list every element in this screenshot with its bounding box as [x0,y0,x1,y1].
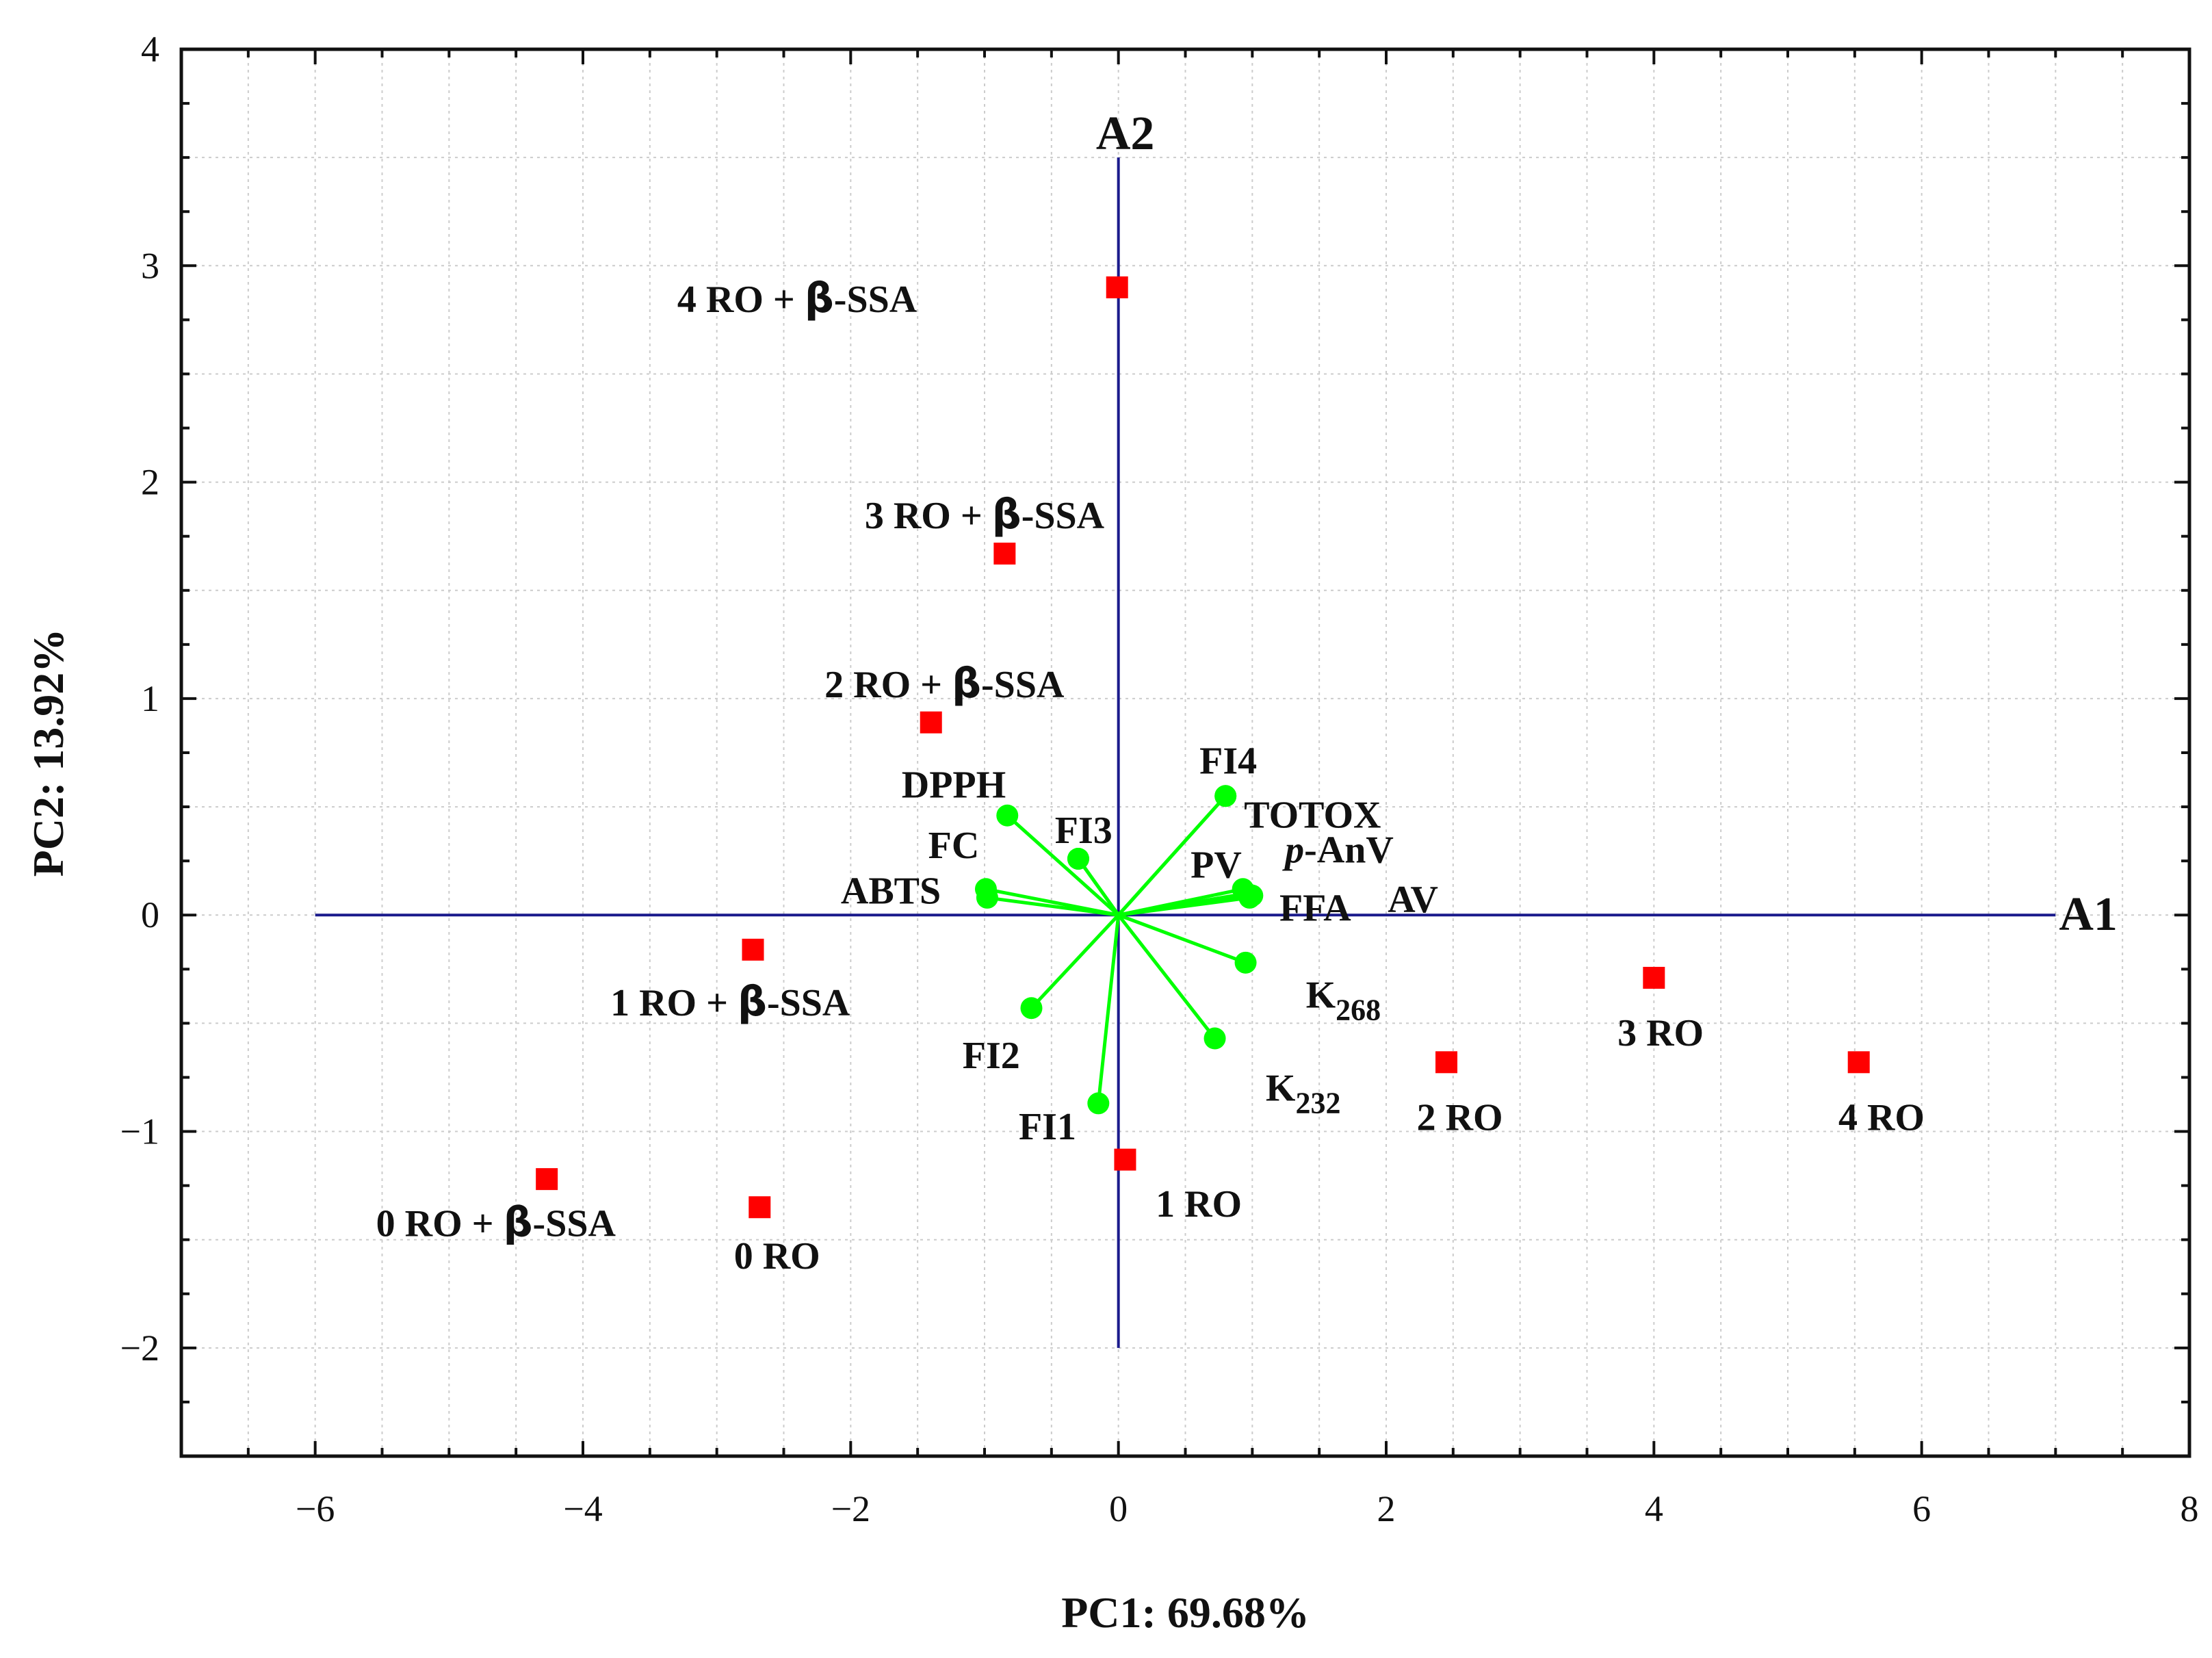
observation-label: 3 RO [1617,1012,1704,1054]
loading-point [1241,884,1264,907]
y-tick-label: −2 [120,1327,159,1369]
variable-label: FC [928,825,980,867]
observation-label: 3 RO + β-SSA [865,491,1105,539]
x-axis-title: PC1: 69.68% [1061,1588,1310,1637]
tick-labels: −6 −4 −2 0 2 4 6 8 −2 −1 0 1 2 3 4 [120,29,2199,1529]
loading-point [1214,785,1237,807]
variable-label: FFA [1279,888,1351,930]
observation-marker [1106,276,1128,298]
y-tick-label: 1 [141,678,159,719]
reference-axis-a2-label: A2 [1096,107,1155,160]
variable-label: FI1 [1019,1106,1076,1148]
observation-points [536,276,1870,1219]
variable-label: K268 [1306,974,1381,1026]
variable-label: ABTS [841,870,941,912]
observation-label: 2 RO [1417,1096,1503,1139]
loading-vector [1006,814,1120,917]
observation-marker [742,938,764,961]
loading-point [976,886,998,909]
observation-marker [1643,966,1665,989]
reference-axis-a1-label: A1 [2059,888,2118,941]
loading-point [1020,997,1043,1020]
x-tick-label: 8 [2181,1488,2199,1529]
loading-vector [1096,914,1121,1104]
loading-vector [1117,913,1247,965]
observation-marker [1435,1051,1458,1074]
x-tick-label: 6 [1912,1488,1931,1529]
y-tick-label: 0 [141,894,159,935]
y-tick-label: −1 [120,1111,159,1152]
loading-vector [1030,914,1120,1009]
observation-marker [1847,1051,1870,1074]
variable-label: TOTOX [1244,794,1381,837]
loading-point [1234,951,1257,974]
observation-label: 4 RO + β-SSA [677,274,918,322]
observation-label: 4 RO [1838,1096,1925,1139]
loading-point [1203,1027,1226,1050]
variable-label: FI4 [1199,740,1257,783]
loading-point [1067,847,1089,870]
loading-vector [1076,857,1120,916]
y-axis-title: PC2: 13.92% [24,629,73,877]
x-tick-label: 2 [1377,1488,1396,1529]
observation-marker [920,711,942,734]
loading-vector [1117,914,1216,1040]
y-tick-label: 2 [141,462,159,503]
loading-vector [1118,894,1253,917]
y-tick-label: 3 [141,245,159,286]
variable-label: PV [1190,844,1242,886]
x-tick-label: −4 [563,1488,602,1529]
variable-label: FI2 [963,1035,1020,1077]
observation-marker [749,1196,771,1219]
observation-label: 1 RO [1156,1183,1242,1226]
variable-label: p-AnV [1282,829,1394,871]
loading-point [1087,1092,1110,1115]
x-tick-label: −6 [296,1488,335,1529]
loading-vector [987,896,1119,917]
observation-label: 0 RO + β-SSA [376,1198,616,1246]
x-tick-label: −2 [831,1488,870,1529]
variable-label: AV [1388,879,1438,921]
loading-vector [1117,794,1227,916]
observation-marker [536,1168,558,1191]
gridlines [181,49,2189,1456]
observation-label: 0 RO [734,1235,820,1278]
observation-marker [993,542,1016,565]
observation-label: 1 RO + β-SSA [610,978,850,1026]
observation-label: 2 RO + β-SSA [824,660,1065,708]
loading-vectors [974,785,1264,1115]
loading-point [996,804,1019,827]
y-tick-label: 4 [141,29,159,70]
variable-label: FI3 [1055,809,1112,852]
variable-label: K232 [1266,1067,1341,1119]
observation-marker [1114,1148,1136,1171]
x-tick-label: 0 [1109,1488,1128,1529]
plot-frame [179,47,2191,1458]
x-tick-label: 4 [1645,1488,1663,1529]
variable-label: DPPH [902,764,1006,806]
